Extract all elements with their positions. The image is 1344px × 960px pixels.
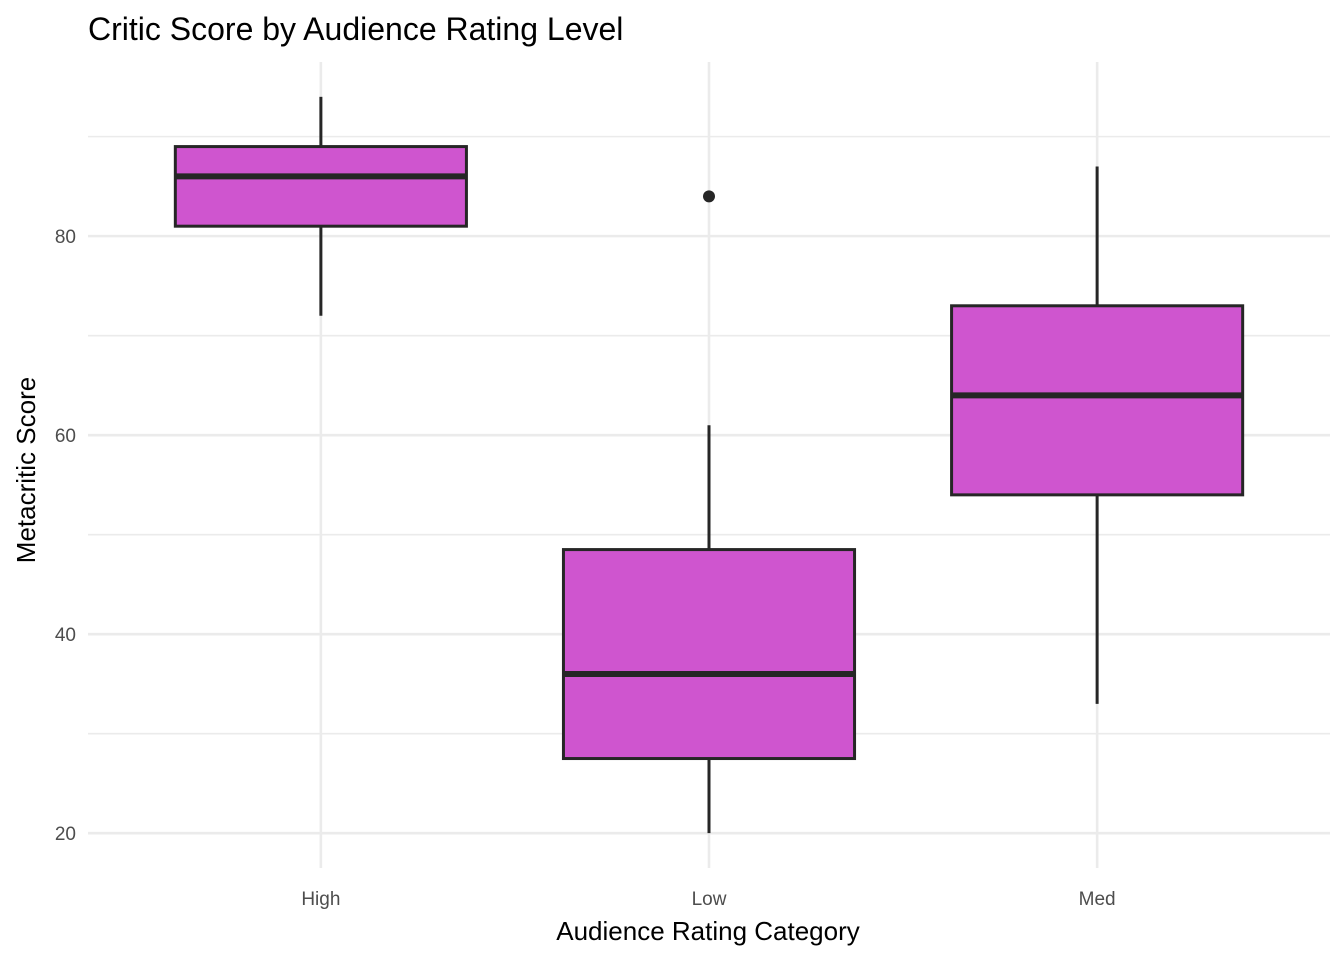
x-tick-label: High bbox=[301, 889, 340, 910]
iqr-box bbox=[950, 304, 1245, 497]
y-tick-label: 60 bbox=[55, 426, 76, 447]
box-high bbox=[173, 96, 468, 316]
box-marks bbox=[173, 96, 1245, 834]
axis-tick-labels: 20 40 60 80 High Low Med bbox=[55, 227, 1116, 910]
y-tick-label: 80 bbox=[55, 227, 76, 248]
box-med bbox=[950, 166, 1245, 704]
iqr-box bbox=[173, 145, 468, 228]
chart-title: Critic Score by Audience Rating Level bbox=[88, 11, 623, 47]
outlier-point bbox=[703, 190, 715, 203]
iqr-box bbox=[561, 548, 857, 761]
y-tick-label: 20 bbox=[55, 824, 76, 845]
box-low bbox=[561, 190, 857, 834]
x-axis-title: Audience Rating Category bbox=[556, 916, 860, 946]
x-tick-label: Med bbox=[1079, 889, 1116, 910]
x-tick-label: Low bbox=[692, 889, 727, 910]
y-axis-title: Metacritic Score bbox=[11, 377, 41, 563]
y-tick-label: 40 bbox=[55, 625, 76, 646]
